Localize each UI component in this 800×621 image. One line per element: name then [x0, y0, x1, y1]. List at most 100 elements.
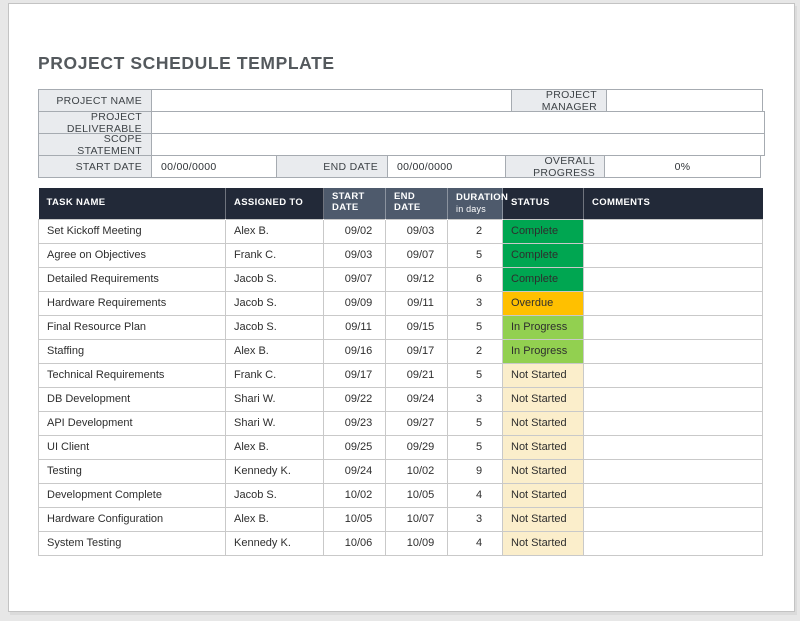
duration-cell[interactable]: 3	[447, 386, 503, 412]
comments-cell[interactable]	[583, 290, 763, 316]
start-date-cell[interactable]: 09/25	[323, 434, 386, 460]
comments-cell[interactable]	[583, 218, 763, 244]
start-date-cell[interactable]: 09/09	[323, 290, 386, 316]
project-name-field[interactable]	[151, 89, 512, 112]
assigned-to-cell[interactable]: Jacob S.	[225, 314, 324, 340]
assigned-to-cell[interactable]: Alex B.	[225, 506, 324, 532]
duration-cell[interactable]: 9	[447, 458, 503, 484]
start-date-cell[interactable]: 09/17	[323, 362, 386, 388]
status-cell[interactable]: Complete	[502, 218, 584, 244]
task-name-cell[interactable]: Hardware Configuration	[38, 506, 226, 532]
end-date-cell[interactable]: 09/24	[385, 386, 448, 412]
end-date-cell[interactable]: 09/27	[385, 410, 448, 436]
duration-cell[interactable]: 4	[447, 482, 503, 508]
end-date-cell[interactable]: 09/12	[385, 266, 448, 292]
assigned-to-cell[interactable]: Kennedy K.	[225, 530, 324, 556]
comments-cell[interactable]	[583, 338, 763, 364]
end-date-cell[interactable]: 09/11	[385, 290, 448, 316]
end-date-field[interactable]: 00/00/0000	[387, 155, 506, 178]
assigned-to-cell[interactable]: Alex B.	[225, 434, 324, 460]
comments-cell[interactable]	[583, 506, 763, 532]
assigned-to-cell[interactable]: Frank C.	[225, 362, 324, 388]
start-date-cell[interactable]: 09/16	[323, 338, 386, 364]
task-name-cell[interactable]: Set Kickoff Meeting	[38, 218, 226, 244]
assigned-to-cell[interactable]: Shari W.	[225, 410, 324, 436]
duration-cell[interactable]: 2	[447, 338, 503, 364]
assigned-to-cell[interactable]: Alex B.	[225, 218, 324, 244]
start-date-cell[interactable]: 10/05	[323, 506, 386, 532]
start-date-cell[interactable]: 09/24	[323, 458, 386, 484]
comments-cell[interactable]	[583, 458, 763, 484]
comments-cell[interactable]	[583, 386, 763, 412]
task-name-cell[interactable]: API Development	[38, 410, 226, 436]
assigned-to-cell[interactable]: Jacob S.	[225, 266, 324, 292]
status-cell[interactable]: Not Started	[502, 482, 584, 508]
assigned-to-cell[interactable]: Jacob S.	[225, 290, 324, 316]
start-date-cell[interactable]: 09/22	[323, 386, 386, 412]
scope-statement-field[interactable]	[151, 133, 765, 156]
duration-cell[interactable]: 3	[447, 290, 503, 316]
duration-cell[interactable]: 5	[447, 362, 503, 388]
status-cell[interactable]: Not Started	[502, 506, 584, 532]
start-date-cell[interactable]: 09/03	[323, 242, 386, 268]
duration-cell[interactable]: 5	[447, 410, 503, 436]
end-date-cell[interactable]: 09/17	[385, 338, 448, 364]
comments-cell[interactable]	[583, 314, 763, 340]
duration-cell[interactable]: 3	[447, 506, 503, 532]
status-cell[interactable]: Not Started	[502, 386, 584, 412]
start-date-cell[interactable]: 09/07	[323, 266, 386, 292]
start-date-field[interactable]: 00/00/0000	[151, 155, 277, 178]
assigned-to-cell[interactable]: Kennedy K.	[225, 458, 324, 484]
end-date-cell[interactable]: 09/15	[385, 314, 448, 340]
status-cell[interactable]: Not Started	[502, 458, 584, 484]
overall-progress-field[interactable]: 0%	[604, 155, 761, 178]
status-cell[interactable]: In Progress	[502, 314, 584, 340]
start-date-cell[interactable]: 10/02	[323, 482, 386, 508]
task-name-cell[interactable]: Agree on Objectives	[38, 242, 226, 268]
end-date-cell[interactable]: 09/03	[385, 218, 448, 244]
status-cell[interactable]: Not Started	[502, 434, 584, 460]
start-date-cell[interactable]: 09/23	[323, 410, 386, 436]
task-name-cell[interactable]: Hardware Requirements	[38, 290, 226, 316]
end-date-cell[interactable]: 10/09	[385, 530, 448, 556]
task-name-cell[interactable]: DB Development	[38, 386, 226, 412]
comments-cell[interactable]	[583, 434, 763, 460]
status-cell[interactable]: Complete	[502, 266, 584, 292]
start-date-cell[interactable]: 09/02	[323, 218, 386, 244]
duration-cell[interactable]: 2	[447, 218, 503, 244]
duration-cell[interactable]: 6	[447, 266, 503, 292]
task-name-cell[interactable]: Final Resource Plan	[38, 314, 226, 340]
status-cell[interactable]: Not Started	[502, 362, 584, 388]
task-name-cell[interactable]: Staffing	[38, 338, 226, 364]
assigned-to-cell[interactable]: Frank C.	[225, 242, 324, 268]
comments-cell[interactable]	[583, 266, 763, 292]
duration-cell[interactable]: 5	[447, 314, 503, 340]
status-cell[interactable]: In Progress	[502, 338, 584, 364]
duration-cell[interactable]: 5	[447, 434, 503, 460]
task-name-cell[interactable]: System Testing	[38, 530, 226, 556]
duration-cell[interactable]: 5	[447, 242, 503, 268]
comments-cell[interactable]	[583, 410, 763, 436]
status-cell[interactable]: Not Started	[502, 410, 584, 436]
end-date-cell[interactable]: 10/02	[385, 458, 448, 484]
start-date-cell[interactable]: 09/11	[323, 314, 386, 340]
assigned-to-cell[interactable]: Jacob S.	[225, 482, 324, 508]
status-cell[interactable]: Complete	[502, 242, 584, 268]
end-date-cell[interactable]: 09/21	[385, 362, 448, 388]
task-name-cell[interactable]: Development Complete	[38, 482, 226, 508]
project-manager-field[interactable]	[606, 89, 763, 112]
comments-cell[interactable]	[583, 482, 763, 508]
task-name-cell[interactable]: Detailed Requirements	[38, 266, 226, 292]
assigned-to-cell[interactable]: Alex B.	[225, 338, 324, 364]
status-cell[interactable]: Not Started	[502, 530, 584, 556]
assigned-to-cell[interactable]: Shari W.	[225, 386, 324, 412]
comments-cell[interactable]	[583, 242, 763, 268]
end-date-cell[interactable]: 10/05	[385, 482, 448, 508]
task-name-cell[interactable]: Testing	[38, 458, 226, 484]
task-name-cell[interactable]: UI Client	[38, 434, 226, 460]
end-date-cell[interactable]: 09/07	[385, 242, 448, 268]
end-date-cell[interactable]: 09/29	[385, 434, 448, 460]
comments-cell[interactable]	[583, 530, 763, 556]
comments-cell[interactable]	[583, 362, 763, 388]
start-date-cell[interactable]: 10/06	[323, 530, 386, 556]
